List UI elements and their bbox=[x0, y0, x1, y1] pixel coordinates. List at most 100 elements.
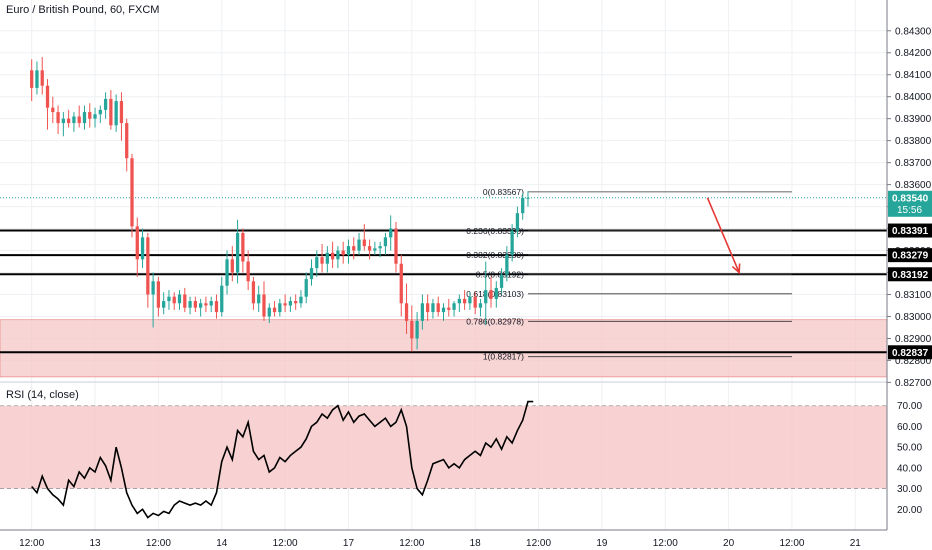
candle-body bbox=[378, 246, 382, 249]
level-price-label: 0.83192 bbox=[892, 270, 929, 281]
candle-body bbox=[272, 307, 277, 313]
candle-body bbox=[146, 237, 150, 295]
time-tick-label: 12:00 bbox=[779, 538, 804, 549]
candle-body bbox=[415, 320, 419, 339]
candle-body bbox=[88, 112, 92, 119]
candle-body bbox=[278, 303, 282, 313]
candle-body bbox=[521, 197, 525, 214]
candle-body bbox=[410, 320, 414, 339]
rsi-tick-label: 60.00 bbox=[897, 422, 922, 433]
rsi-tick-label: 30.00 bbox=[897, 484, 922, 495]
rsi-tick-label: 40.00 bbox=[897, 463, 922, 474]
fib-level-label: 1(0.82817) bbox=[483, 352, 524, 362]
candle-body bbox=[436, 303, 440, 313]
candle-body bbox=[489, 290, 493, 299]
candle-body bbox=[35, 70, 39, 88]
candle-body bbox=[30, 70, 34, 88]
candle-body bbox=[304, 279, 308, 297]
time-tick-label: 12:00 bbox=[399, 538, 424, 549]
candle-body bbox=[183, 294, 187, 308]
candle-body bbox=[230, 259, 234, 273]
current-price-label: 0.83540 bbox=[892, 193, 929, 204]
time-tick-label: 20 bbox=[723, 538, 735, 549]
price-tick-label: 0.83700 bbox=[895, 158, 932, 169]
level-price-tag bbox=[888, 248, 932, 263]
countdown-label: 15:56 bbox=[897, 205, 922, 216]
candle-body bbox=[404, 303, 409, 321]
rsi-tick-label: 50.00 bbox=[897, 443, 922, 454]
price-tick-label: 0.82700 bbox=[895, 378, 932, 389]
candle-body bbox=[452, 303, 456, 310]
time-tick-label: 12:00 bbox=[526, 538, 551, 549]
time-tick-label: 18 bbox=[470, 538, 482, 549]
rsi-tick-label: 70.00 bbox=[897, 401, 922, 412]
candle-body bbox=[119, 101, 124, 124]
candle-body bbox=[394, 228, 398, 264]
candle-body bbox=[125, 123, 129, 159]
candle-body bbox=[383, 237, 388, 247]
candle-body bbox=[167, 296, 171, 302]
rsi-band bbox=[0, 405, 887, 489]
forecast-arrow-head bbox=[731, 263, 741, 275]
candle-body bbox=[77, 116, 81, 124]
candle-body bbox=[246, 261, 250, 282]
candle-body bbox=[352, 246, 356, 251]
candle-body bbox=[457, 298, 461, 304]
candle-body bbox=[257, 294, 261, 304]
candle-body bbox=[82, 112, 87, 124]
level-price-label: 0.83391 bbox=[892, 226, 929, 237]
candle-body bbox=[346, 246, 351, 255]
candle-body bbox=[299, 296, 303, 304]
time-tick-label: 19 bbox=[596, 538, 608, 549]
candle-body bbox=[357, 239, 361, 251]
time-tick-label: 13 bbox=[89, 538, 101, 549]
support-zone bbox=[0, 319, 888, 378]
candle-body bbox=[162, 301, 166, 308]
candle-body bbox=[204, 303, 208, 306]
candle-body bbox=[262, 294, 266, 317]
forecast-arrow bbox=[706, 197, 740, 273]
candle-body bbox=[72, 116, 76, 124]
price-tick-label: 0.84300 bbox=[895, 26, 932, 37]
candle-body bbox=[478, 303, 483, 308]
candle-body bbox=[177, 294, 182, 304]
candle-body bbox=[45, 85, 50, 108]
time-tick-label: 14 bbox=[216, 538, 228, 549]
candle-body bbox=[40, 70, 44, 86]
candle-body bbox=[336, 250, 340, 260]
candle-body bbox=[431, 303, 435, 313]
candle-body bbox=[505, 254, 509, 275]
candle-body bbox=[214, 301, 219, 313]
time-tick-label: 12:00 bbox=[146, 538, 171, 549]
candle-body bbox=[441, 307, 446, 313]
candle-body bbox=[130, 158, 134, 227]
candle-body bbox=[341, 250, 345, 255]
candle-body bbox=[468, 296, 472, 304]
time-tick-label: 21 bbox=[850, 538, 862, 549]
chart-title: Euro / British Pound, 60, FXCM bbox=[6, 4, 160, 16]
fib-level-label: 0.5(0.83192) bbox=[476, 269, 524, 279]
price-tick-label: 0.82900 bbox=[895, 334, 932, 345]
candle-body bbox=[315, 257, 319, 269]
level-price-label: 0.83279 bbox=[892, 251, 929, 262]
price-tick-label: 0.84200 bbox=[895, 48, 932, 59]
candle-body bbox=[172, 296, 176, 304]
candle-body bbox=[526, 197, 530, 199]
price-tick-label: 0.84100 bbox=[895, 70, 932, 81]
time-tick-label: 12:00 bbox=[653, 538, 678, 549]
candle-body bbox=[499, 274, 504, 288]
candle-body bbox=[51, 107, 55, 113]
time-tick-label: 12:00 bbox=[19, 538, 44, 549]
candle-body bbox=[473, 296, 477, 308]
candle-body bbox=[67, 118, 71, 124]
candle-body bbox=[462, 298, 467, 304]
candle-body bbox=[61, 118, 65, 124]
candle-body bbox=[235, 232, 240, 273]
candle-body bbox=[330, 252, 335, 260]
candle-body bbox=[109, 98, 113, 126]
candle-body bbox=[156, 281, 161, 308]
candle-body bbox=[447, 307, 451, 310]
candle-body bbox=[225, 259, 229, 286]
candle-body bbox=[420, 303, 425, 321]
